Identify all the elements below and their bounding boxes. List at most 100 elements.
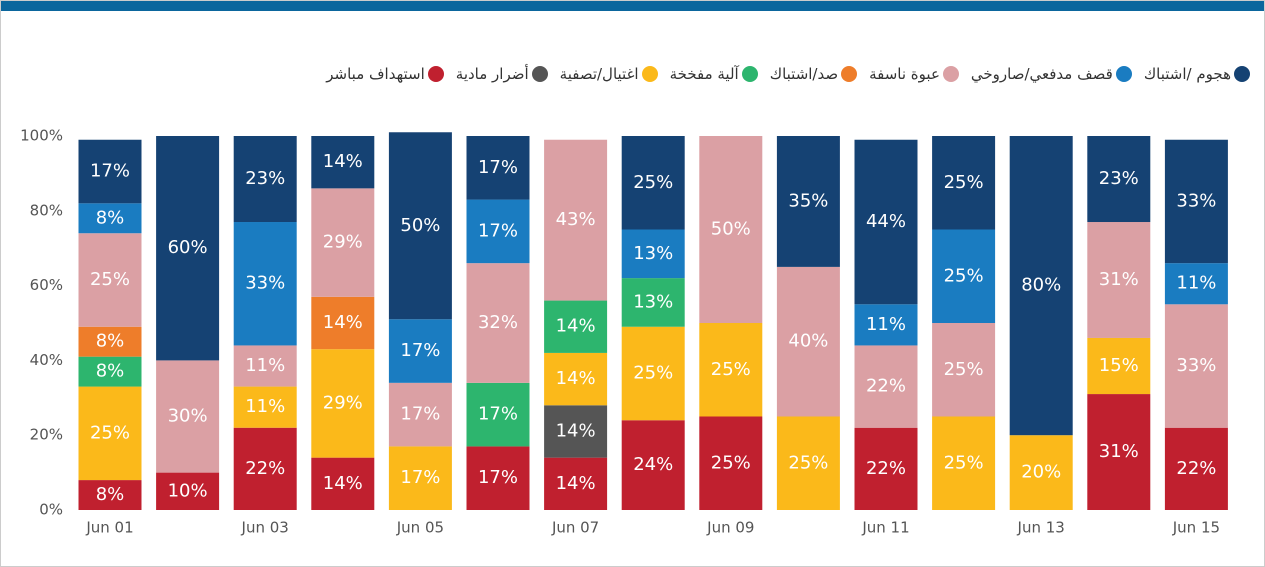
data-label: 14%: [556, 368, 596, 389]
data-label: 29%: [323, 232, 363, 253]
bar-segment: [1164, 427, 1228, 510]
data-label: 31%: [1099, 441, 1139, 462]
x-tick-label: Jun 07: [551, 519, 599, 537]
legend-item: استهداف مباشر: [326, 65, 444, 83]
legend-swatch: [531, 66, 548, 82]
data-label: 25%: [944, 452, 984, 473]
data-label: 25%: [944, 265, 984, 286]
legend-item: اغتيال/تصفية: [560, 65, 658, 83]
data-label: 17%: [90, 161, 130, 182]
data-label: 32%: [478, 312, 518, 333]
bar-segment: [466, 199, 530, 264]
legend-label: آلية مفخخة: [669, 65, 739, 83]
bar-segment: [544, 405, 608, 458]
legend-item: قصف مدفعي/صاروخي: [971, 65, 1132, 83]
bar-segment: [466, 446, 530, 510]
legend-label: هجوم /اشتباك: [1143, 65, 1231, 83]
data-label: 11%: [866, 314, 906, 335]
data-label: 23%: [1099, 168, 1139, 189]
data-label: 43%: [556, 209, 596, 230]
data-label: 22%: [1176, 458, 1216, 479]
bar-segment: [311, 188, 375, 297]
data-label: 50%: [400, 215, 440, 236]
data-label: 17%: [478, 467, 518, 488]
legend: هجوم /اشتباك قصف مدفعي/صاروخي عبوة ناسفة صد…: [326, 65, 1250, 83]
y-tick-label: 80%: [30, 201, 63, 219]
data-label: 35%: [788, 190, 828, 211]
bar-segment: [388, 319, 452, 383]
data-label: 8%: [96, 207, 125, 228]
bar-segment: [1164, 139, 1228, 264]
data-label: 8%: [96, 361, 125, 382]
bar-segment: [233, 136, 297, 223]
y-tick-label: 20%: [30, 426, 63, 444]
legend-label: قصف مدفعي/صاروخي: [970, 65, 1113, 83]
legend-item: هجوم /اشتباك: [1144, 65, 1250, 83]
data-label: 22%: [245, 458, 285, 479]
bar-segment: [544, 457, 608, 510]
x-tick-label: Jun 13: [1017, 519, 1065, 537]
bar-segment: [233, 345, 297, 387]
data-label: 14%: [323, 151, 363, 172]
data-label: 60%: [168, 237, 208, 258]
bar-segment: [311, 457, 375, 510]
data-label: 25%: [711, 452, 751, 473]
x-tick-label: Jun 05: [396, 519, 444, 537]
data-label: 8%: [96, 331, 125, 352]
bar-segment: [776, 136, 840, 267]
bar-segment: [699, 416, 763, 510]
data-label: 33%: [245, 273, 285, 294]
bar-segment: [311, 296, 375, 350]
data-label: 20%: [1021, 462, 1061, 483]
data-label: 25%: [788, 452, 828, 473]
data-label: 25%: [90, 422, 130, 443]
bar-segment: [854, 139, 918, 305]
data-label: 17%: [478, 157, 518, 178]
x-tick-label: Jun 09: [706, 519, 754, 537]
data-label: 17%: [400, 467, 440, 488]
top-bar: [1, 1, 1264, 11]
bar-segment: [854, 427, 918, 510]
legend-label: أضرار مادية: [455, 65, 529, 83]
data-label: 24%: [633, 454, 673, 475]
data-label: 22%: [866, 376, 906, 397]
data-label: 33%: [1176, 190, 1216, 211]
bar-segment: [699, 136, 763, 323]
x-tick-label: Jun 11: [861, 519, 909, 537]
x-tick-label: Jun 01: [85, 519, 133, 537]
data-label: 23%: [245, 168, 285, 189]
bar-segment: [466, 382, 530, 447]
data-label: 17%: [478, 220, 518, 241]
data-label: 11%: [245, 396, 285, 417]
bar-segment: [78, 386, 142, 481]
data-label: 50%: [711, 219, 751, 240]
bar-segment: [932, 136, 996, 230]
bar-segment: [544, 300, 608, 353]
data-label: 17%: [400, 340, 440, 361]
bar-segment: [311, 349, 375, 458]
bar-segment: [1087, 394, 1151, 510]
bar-segment: [854, 304, 918, 346]
bar-segment: [699, 323, 763, 417]
data-label: 17%: [478, 404, 518, 425]
bar-segment: [311, 136, 375, 189]
bar-segment: [932, 323, 996, 417]
data-label: 44%: [866, 211, 906, 232]
bar-segment: [854, 345, 918, 428]
data-label: 25%: [633, 172, 673, 193]
bar-segment: [156, 360, 220, 473]
legend-swatch: [741, 66, 758, 82]
bar-segment: [621, 326, 685, 421]
data-label: 30%: [168, 406, 208, 427]
legend-swatch: [942, 66, 959, 82]
bar-segment: [1087, 337, 1151, 395]
bar-segment: [776, 266, 840, 417]
data-label: 17%: [400, 404, 440, 425]
bar-segment: [1164, 304, 1228, 428]
y-tick-label: 40%: [30, 351, 63, 369]
data-label: 8%: [96, 484, 125, 505]
bar-segment: [233, 222, 297, 346]
data-label: 80%: [1021, 275, 1061, 296]
legend-label: اغتيال/تصفية: [559, 65, 639, 83]
